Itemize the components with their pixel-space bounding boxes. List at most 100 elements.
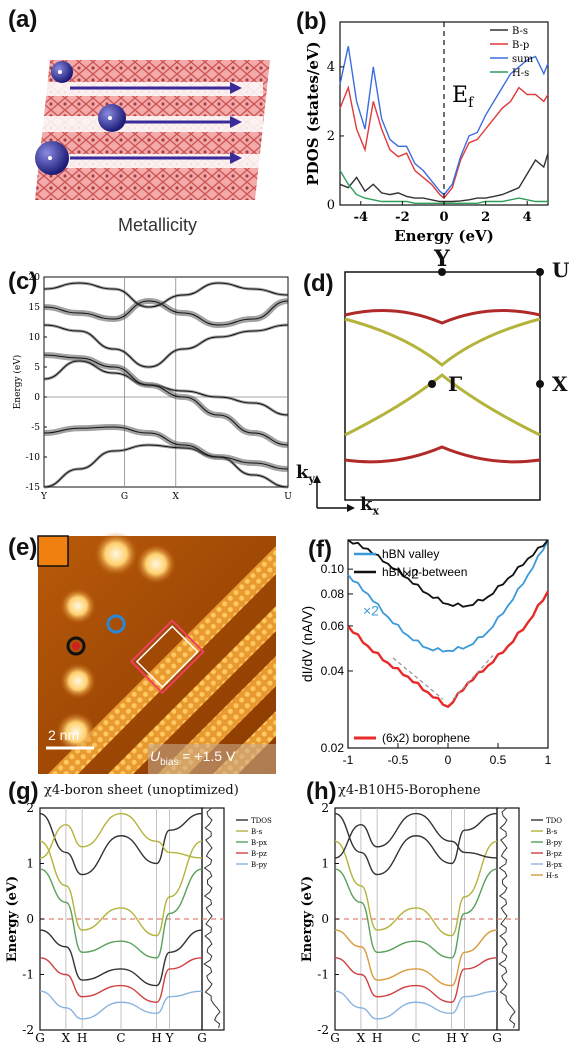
- pdos-ytick-label: 2: [327, 129, 335, 144]
- ytick-label: -1: [317, 968, 329, 982]
- xtick-label: Y: [460, 1031, 470, 1042]
- panel-d-bz-diagram: [313, 268, 544, 512]
- point-Gamma-dot: [428, 380, 436, 388]
- xtick-label: G: [492, 1031, 502, 1042]
- band-line: [334, 812, 498, 859]
- band-line: [334, 957, 498, 1003]
- pdos-series-bp: [339, 85, 549, 200]
- band-ytick-label: -10: [26, 453, 41, 463]
- pdos-ylabel: PDOS (states/eV): [304, 41, 322, 185]
- legend-label: B-px: [251, 839, 267, 847]
- pdos-xtick-label: 2: [481, 210, 490, 225]
- panel-label-d: (d): [303, 270, 334, 297]
- ylabel: Energy (eV): [5, 876, 20, 962]
- pdos-xtick-label: -4: [354, 210, 368, 225]
- band-ytick-label: -5: [31, 423, 40, 433]
- black-marker-circle: [66, 636, 86, 656]
- ytick-label: -1: [22, 968, 34, 982]
- bz-frame: [344, 271, 541, 501]
- band-ytick-label: 10: [29, 333, 41, 343]
- band-line: [43, 300, 289, 326]
- didv-xtick-label: -0.5: [388, 753, 409, 767]
- point-X-label: X: [552, 372, 568, 396]
- ytick-label: 2: [26, 801, 34, 815]
- panel-c-band-chart: -15 -10 -5 0 5 10 15 20 Y G X U Energy (eV): [12, 273, 292, 502]
- panel-label-f: (f): [308, 536, 332, 563]
- legend-label: H-s: [546, 872, 558, 880]
- panel-label-b: (b): [296, 8, 327, 35]
- orange-corner-square: [37, 535, 69, 567]
- pdos-xtick-label: 4: [523, 210, 532, 225]
- band-ytick-label: -15: [26, 483, 41, 493]
- panel-g-title: χ4-boron sheet (unoptimized): [44, 783, 239, 798]
- band-ytick-label: 5: [34, 363, 40, 373]
- point-Y-label: Y: [434, 246, 450, 272]
- xtick-label: H: [372, 1031, 382, 1042]
- kx-axis-label: kx: [360, 494, 380, 518]
- band-line: [43, 426, 289, 470]
- pdos-legend-label: sum: [512, 54, 534, 65]
- legend-label: B-py: [251, 861, 267, 869]
- blue-marker-circle: [106, 614, 126, 634]
- pdos-ytick-label: 0: [327, 198, 335, 213]
- didv-series: [347, 590, 550, 709]
- point-X-dot: [536, 380, 544, 388]
- dos-curve: [203, 807, 221, 1029]
- band-red-top: [344, 309, 541, 325]
- panel-label-h: (h): [306, 778, 337, 805]
- didv-ytick-label: 0.02: [321, 741, 345, 755]
- xtick-label: Y: [165, 1031, 175, 1042]
- band-olive-top: [344, 317, 541, 367]
- band-line: [334, 990, 498, 1020]
- point-U-label: U: [552, 258, 570, 282]
- ylabel: Energy (eV): [300, 876, 315, 962]
- didv-guide-left: [392, 657, 444, 700]
- band-xtick-label: Y: [40, 492, 48, 502]
- panel-h-title: χ4-B10H5-Borophene: [338, 783, 481, 798]
- band-fat-line: [43, 443, 289, 489]
- ytick-label: 1: [321, 857, 329, 871]
- didv-xtick-label: 0: [445, 753, 452, 767]
- didv-legend-label: hBN valley: [382, 547, 439, 561]
- panel-b-pdos-chart: -4 -2 0 2 4 0 2 4 Energy (eV) PDOS (states/eV) Ef B…: [304, 21, 549, 245]
- didv-legend-label: hBN in-between: [382, 565, 467, 579]
- fermi-label: Ef: [452, 83, 475, 111]
- pdos-legend-label: B-s: [512, 26, 528, 37]
- band-line: [334, 812, 498, 876]
- band-olive-bottom: [344, 373, 541, 437]
- band-frame: [43, 276, 289, 488]
- ytick-label: 1: [26, 857, 34, 871]
- legend-label: TDO: [546, 817, 562, 825]
- band-line: [39, 929, 203, 987]
- band-line: [334, 840, 498, 937]
- legend-label: B-py: [546, 839, 562, 847]
- didv-ytick-label: 0.10: [321, 562, 345, 576]
- ytick-label: 2: [321, 801, 329, 815]
- dos-curve: [498, 807, 516, 1029]
- band-line: [43, 324, 289, 368]
- pdos-legend-label: H-s: [512, 68, 529, 79]
- xtick-label: H: [446, 1031, 456, 1042]
- band-line: [334, 929, 498, 987]
- legend-label: B-pz: [251, 850, 267, 858]
- ky-axis-label: ky: [296, 462, 315, 486]
- xtick-label: G: [35, 1031, 45, 1042]
- didv-series: [347, 539, 549, 608]
- band-ytick-label: 15: [29, 303, 41, 313]
- band-line: [39, 990, 203, 1020]
- point-Y-dot: [438, 268, 446, 276]
- didv-xtick-label: 0.5: [490, 753, 507, 767]
- band-line: [39, 868, 203, 959]
- band-line: [39, 957, 203, 1003]
- panel-label-e: (e): [8, 534, 38, 561]
- band-line: [334, 868, 498, 959]
- xtick-label: C: [411, 1031, 420, 1042]
- pdos-ytick-label: 4: [327, 60, 335, 75]
- xtick-label: G: [197, 1031, 207, 1042]
- band-ytick-label: 20: [29, 273, 41, 283]
- panel-e-stm-image: [37, 532, 276, 774]
- unit-cell-rectangle: [129, 619, 205, 695]
- legend-label: B-s: [546, 828, 558, 836]
